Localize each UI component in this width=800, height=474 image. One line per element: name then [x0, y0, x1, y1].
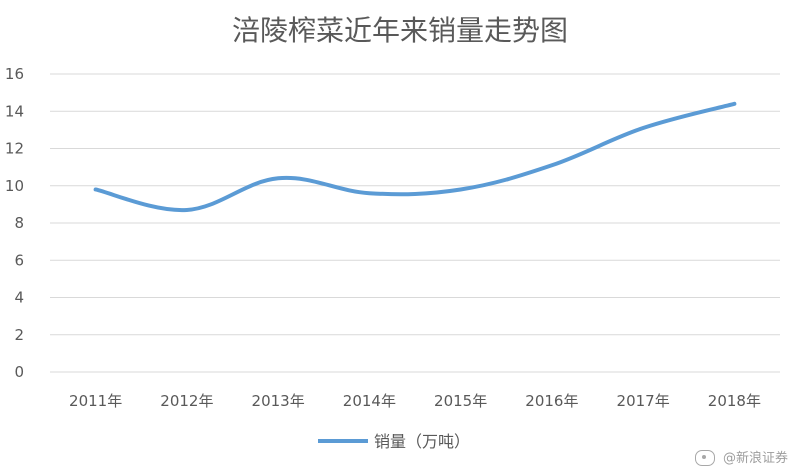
- gridlines: [50, 73, 780, 373]
- y-axis-ticks: 0 2 4 6 8 10 12 14 16: [5, 65, 24, 381]
- x-tick-label: 2012年: [160, 392, 213, 410]
- x-tick-label: 2015年: [434, 392, 487, 410]
- y-tick-label: 6: [14, 251, 24, 269]
- series-group: [93, 101, 737, 212]
- y-tick-label: 8: [14, 214, 24, 232]
- y-tick-label: 2: [14, 326, 24, 344]
- y-tick-label: 14: [5, 102, 24, 120]
- x-tick-label: 2011年: [69, 392, 122, 410]
- legend: 销量（万吨）: [318, 432, 470, 451]
- x-axis-ticks: 2011年 2012年 2013年 2014年 2015年 2016年 2017年 2018年: [69, 392, 761, 410]
- x-tick-label: 2018年: [708, 392, 761, 410]
- x-tick-label: 2014年: [343, 392, 396, 410]
- legend-label: 销量（万吨）: [374, 432, 470, 451]
- watermark: @新浪证券: [694, 447, 788, 466]
- x-tick-label: 2017年: [617, 392, 670, 410]
- y-tick-label: 10: [5, 177, 24, 195]
- weibo-icon: [694, 450, 715, 466]
- y-tick-label: 16: [5, 65, 24, 83]
- y-tick-label: 0: [14, 363, 24, 381]
- chart-title: 涪陵榨菜近年来销量走势图: [232, 14, 568, 47]
- series-line: [93, 101, 737, 212]
- x-tick-label: 2016年: [525, 392, 578, 410]
- x-tick-label: 2013年: [252, 392, 305, 410]
- y-tick-label: 12: [5, 140, 24, 158]
- watermark-text: @新浪证券: [722, 450, 788, 466]
- y-tick-label: 4: [14, 289, 24, 307]
